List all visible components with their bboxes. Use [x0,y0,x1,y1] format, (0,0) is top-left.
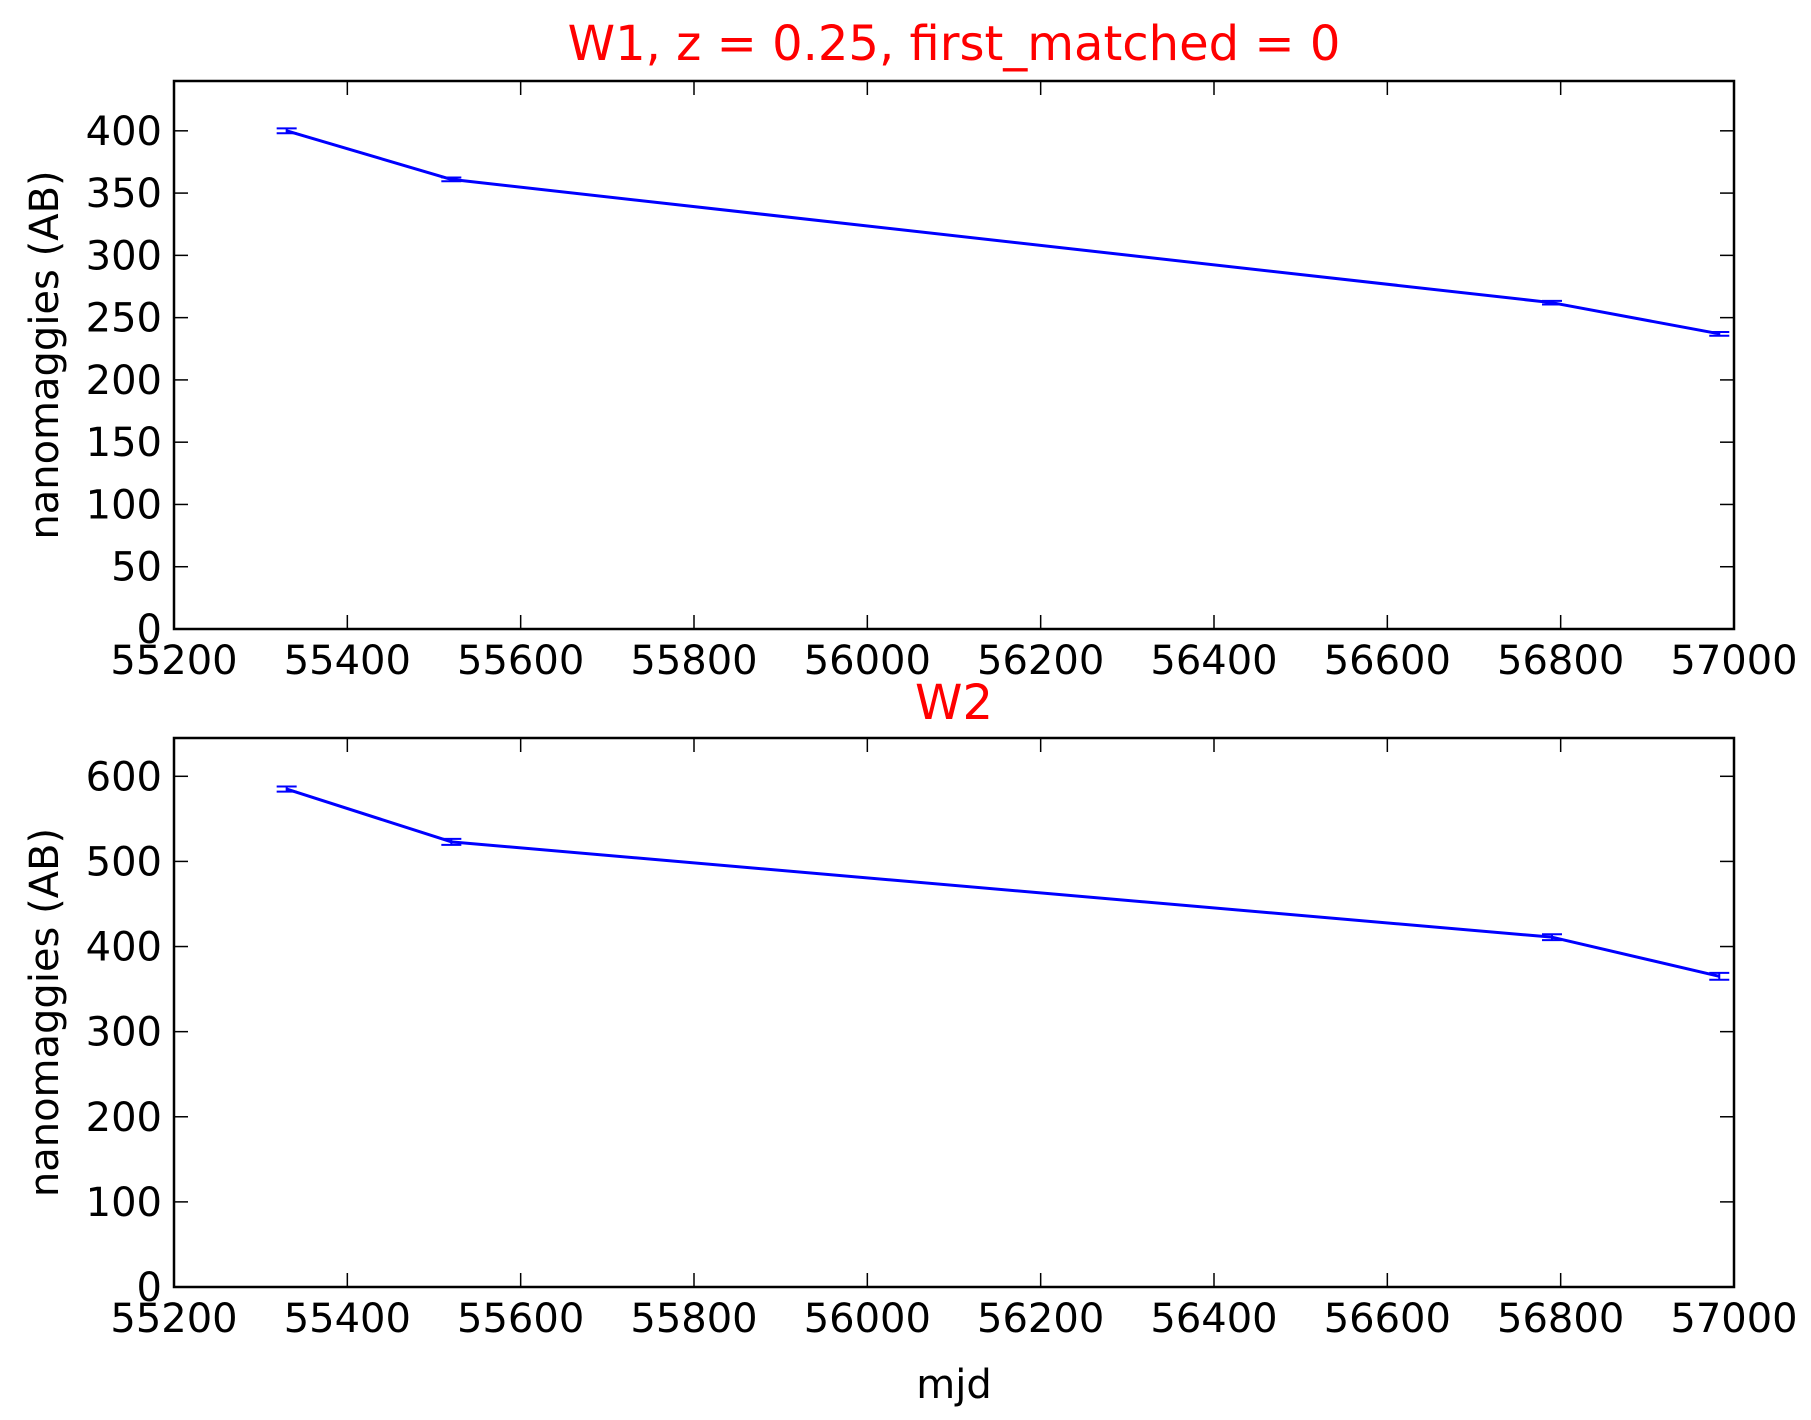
x-tick-label: 56000 [804,1296,931,1342]
y-tick-label: 0 [137,1265,162,1311]
y-tick-label: 400 [86,109,162,155]
y-tick-label: 0 [137,607,162,653]
x-tick-label: 56600 [1324,638,1451,684]
y-tick-label: 200 [86,1095,162,1141]
series-line [286,787,1720,978]
x-tick-label: 56400 [1150,1296,1277,1342]
y-tick-label: 500 [86,839,162,885]
axes-frame [172,79,1736,631]
y-tick-label: 150 [86,420,162,466]
y-tick-label: 50 [111,545,162,591]
x-tick-label: 56800 [1497,638,1624,684]
x-tick-label: 55200 [110,1296,237,1342]
axes-frame [172,736,1736,1289]
chart-panel-w2: 55200 55400 55600 55800 56000 56200 56400 56600… [22,675,1798,1408]
y-tick-label: 100 [86,482,162,528]
chart-title: W1, z = 0.25, first_matched = 0 [568,16,1341,72]
x-tick-label: 56000 [804,638,931,684]
y-tick-label: 600 [86,754,162,800]
series-line [286,129,1720,336]
x-tick-label: 56800 [1497,1296,1624,1342]
x-tick-label: 55600 [457,638,584,684]
y-tick-label: 400 [86,925,162,971]
chart-title: W2 [915,675,993,731]
x-tick-label: 56200 [977,638,1104,684]
x-tick-label: 56400 [1150,638,1277,684]
x-tick-label: 57000 [1670,1296,1797,1342]
x-tick-label: 55800 [630,1296,757,1342]
x-tick-label: 56600 [1324,1296,1451,1342]
y-tick-label: 350 [86,171,162,217]
x-tick-label: 55400 [284,1296,411,1342]
y-tick-label: 300 [86,1010,162,1056]
y-tick-label: 300 [86,233,162,279]
x-tick-label: 56200 [977,1296,1104,1342]
x-tick-label: 55800 [630,638,757,684]
y-tick-label: 100 [86,1180,162,1226]
y-tick-label: 250 [86,296,162,342]
x-tick-label: 55400 [284,638,411,684]
y-axis-label: nanomaggies (AB) [22,170,68,539]
x-tick-label: 55200 [110,638,237,684]
x-axis-label: mjd [916,1362,991,1408]
chart-panel-w1: 55200 55400 55600 55800 56000 56200 56400 56600… [22,16,1798,684]
x-tick-label: 55600 [457,1296,584,1342]
y-tick-label: 200 [86,358,162,404]
x-tick-label: 57000 [1670,638,1797,684]
y-axis-label: nanomaggies (AB) [22,828,68,1197]
